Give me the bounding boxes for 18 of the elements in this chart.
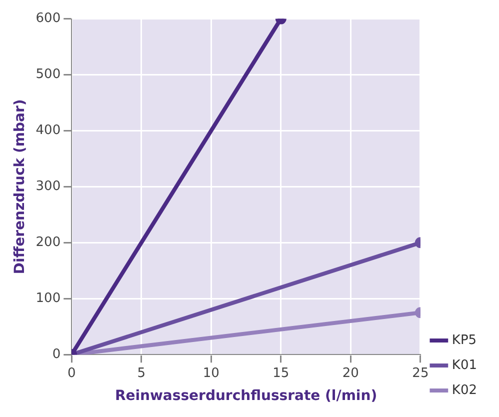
x-tick-label: 25	[412, 366, 429, 381]
y-tick-label: 200	[36, 235, 61, 250]
x-axis-title: Reinwasserdurchflussrate (l/min)	[114, 388, 378, 404]
legend-label: K01	[452, 358, 478, 373]
legend-label: KP5	[452, 332, 477, 348]
y-axis-title: Differenzdruck (mbar)	[12, 99, 28, 274]
x-tick-label: 0	[67, 366, 76, 381]
x-tick-label: 15	[272, 366, 290, 381]
y-tick-label: 600	[36, 11, 61, 26]
x-tick-label: 20	[342, 366, 359, 381]
x-tick-label: 5	[137, 366, 146, 381]
y-tick-label: 500	[36, 67, 61, 82]
y-tick-label: 300	[36, 179, 61, 194]
y-tick-label: 400	[36, 123, 61, 138]
y-tick-label: 100	[36, 291, 61, 306]
y-tick-label: 0	[52, 346, 61, 362]
legend-label: K02	[452, 382, 478, 398]
x-tick-label: 10	[202, 366, 220, 381]
